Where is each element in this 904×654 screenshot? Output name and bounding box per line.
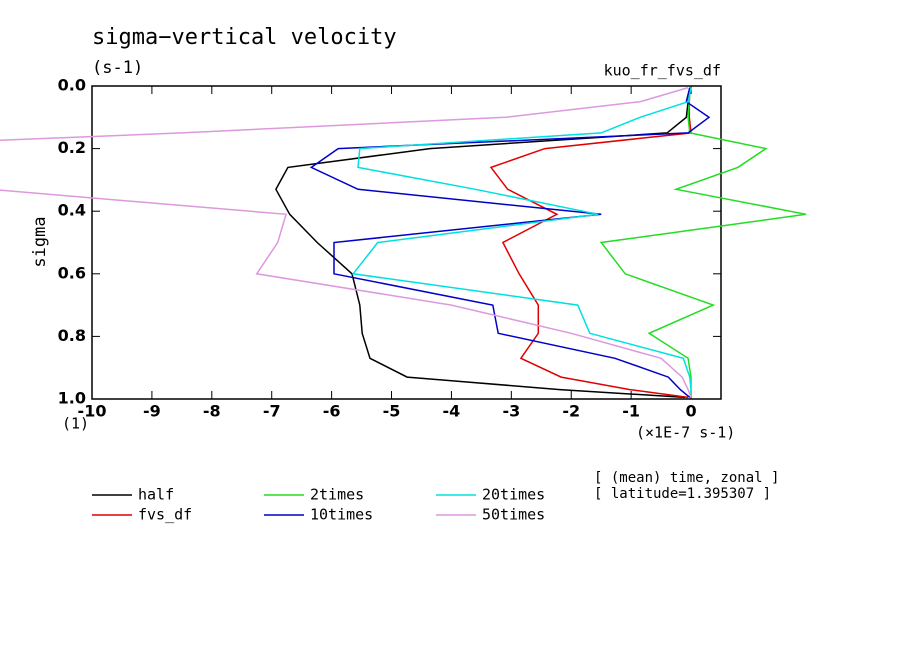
y-tick-label: 0.6 [58,263,86,282]
note: [ latitude=1.395307 ] [594,486,771,502]
x-tick-label: -2 [562,402,580,421]
series-line [309,87,711,398]
legend-label: fvs_df [138,506,192,524]
y-unit: (1) [62,415,89,433]
x-tick-label: -5 [383,402,401,421]
x-tick-label: 0 [685,402,696,421]
note: [ (mean) time, zonal ] [594,470,779,486]
x-tick-label: -4 [443,402,461,421]
x-tick-label: -3 [502,402,520,421]
x-tick-label: -7 [263,402,281,421]
plot-frame [91,85,722,400]
y-tick-label: 0.4 [58,201,86,220]
legend-label: 2times [310,486,364,504]
legend-label: half [138,486,174,504]
series-line [0,86,692,398]
x-tick-label: -6 [323,402,341,421]
x-tick-label: -1 [622,402,640,421]
legend-label: 10times [310,506,373,524]
chart-title: sigma−vertical velocity [92,25,397,50]
legend-label: 50times [482,506,545,524]
y-axis-label: sigma [30,216,50,267]
y-tick-label: 0.2 [58,138,86,157]
x-tick-label: -9 [143,402,161,421]
y-tick-label: 1.0 [58,389,86,408]
y-tick-label: 0.0 [58,76,86,95]
series-line [351,87,692,398]
series-line [489,87,692,399]
series-line [599,87,807,398]
x-unit: (×1E-7 s-1) [636,424,735,442]
x-tick-label: -10 [78,402,107,421]
x-tick-label: -8 [203,402,221,421]
chart-subtitle: (s-1) [92,58,143,78]
y-tick-label: 0.8 [58,326,86,345]
legend-label: 20times [482,486,545,504]
run-label: kuo_fr_fvs_df [604,62,721,80]
series-line [275,87,691,399]
